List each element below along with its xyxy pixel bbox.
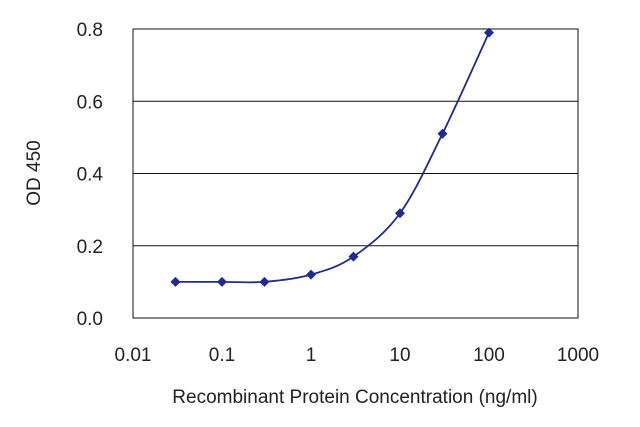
x-tick-label: 0.1 (209, 345, 235, 366)
x-tick-label: 1000 (557, 345, 599, 366)
y-tick-label: 0.2 (77, 237, 103, 258)
data-point (395, 208, 405, 219)
grid-lines (133, 100, 578, 247)
data-point (348, 251, 359, 262)
x-tick-label: 0.01 (115, 345, 152, 366)
y-tick-label: 0.8 (77, 20, 103, 41)
x-tick-label: 100 (473, 345, 505, 366)
y-axis-title: OD 450 (24, 140, 45, 205)
y-tick-label: 0.0 (77, 309, 103, 330)
data-point (306, 269, 316, 280)
x-tick-labels: 0.01 0.1 1 10 100 1000 (115, 345, 600, 366)
y-tick-labels: 0.0 0.2 0.4 0.6 0.8 (77, 20, 104, 330)
data-point (259, 276, 270, 287)
data-point (170, 276, 181, 287)
x-tick-label: 10 (389, 345, 410, 366)
x-axis-title: Recombinant Protein Concentration (ng/ml… (172, 387, 537, 408)
data-points-layer (170, 27, 494, 287)
y-tick-label: 0.6 (77, 92, 103, 113)
x-tick-label: 1 (306, 345, 317, 366)
data-point (437, 128, 448, 139)
data-point (484, 27, 494, 38)
y-tick-label: 0.4 (77, 165, 104, 186)
data-point (217, 276, 227, 287)
